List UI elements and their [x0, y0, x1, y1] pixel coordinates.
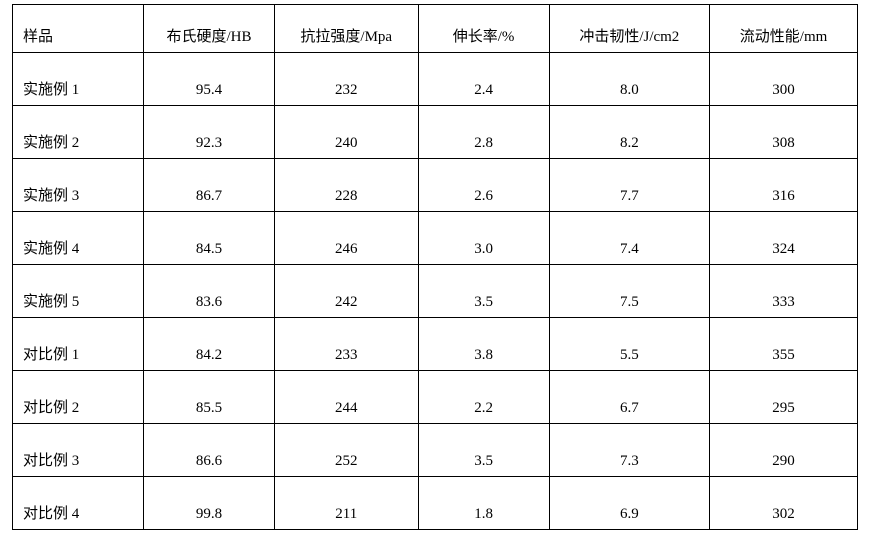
cell-elongation: 3.5: [418, 424, 549, 477]
cell-impact: 6.9: [549, 477, 710, 530]
cell-hardness: 86.7: [143, 159, 274, 212]
cell-sample: 实施例 3: [13, 159, 144, 212]
data-table: 样品 布氏硬度/HB 抗拉强度/Mpa 伸长率/% 冲击韧性/J/cm2 流动性…: [12, 4, 858, 530]
cell-flow: 290: [710, 424, 858, 477]
cell-hardness: 86.6: [143, 424, 274, 477]
cell-tensile: 242: [274, 265, 418, 318]
cell-impact: 8.0: [549, 53, 710, 106]
cell-impact: 8.2: [549, 106, 710, 159]
col-header-sample: 样品: [13, 5, 144, 53]
table-row: 实施例 1 95.4 232 2.4 8.0 300: [13, 53, 858, 106]
cell-impact: 7.4: [549, 212, 710, 265]
table-header: 样品 布氏硬度/HB 抗拉强度/Mpa 伸长率/% 冲击韧性/J/cm2 流动性…: [13, 5, 858, 53]
cell-tensile: 233: [274, 318, 418, 371]
cell-sample: 对比例 2: [13, 371, 144, 424]
cell-flow: 324: [710, 212, 858, 265]
cell-flow: 308: [710, 106, 858, 159]
cell-sample: 对比例 1: [13, 318, 144, 371]
cell-impact: 7.7: [549, 159, 710, 212]
cell-sample: 对比例 4: [13, 477, 144, 530]
cell-tensile: 228: [274, 159, 418, 212]
cell-hardness: 84.2: [143, 318, 274, 371]
col-header-hardness: 布氏硬度/HB: [143, 5, 274, 53]
table-row: 对比例 1 84.2 233 3.8 5.5 355: [13, 318, 858, 371]
cell-elongation: 3.5: [418, 265, 549, 318]
table-row: 对比例 2 85.5 244 2.2 6.7 295: [13, 371, 858, 424]
cell-flow: 355: [710, 318, 858, 371]
table-row: 实施例 3 86.7 228 2.6 7.7 316: [13, 159, 858, 212]
cell-flow: 302: [710, 477, 858, 530]
cell-impact: 7.3: [549, 424, 710, 477]
cell-impact: 6.7: [549, 371, 710, 424]
cell-sample: 实施例 4: [13, 212, 144, 265]
cell-elongation: 1.8: [418, 477, 549, 530]
cell-elongation: 2.6: [418, 159, 549, 212]
cell-elongation: 2.4: [418, 53, 549, 106]
col-header-flow: 流动性能/mm: [710, 5, 858, 53]
cell-impact: 7.5: [549, 265, 710, 318]
cell-flow: 300: [710, 53, 858, 106]
cell-elongation: 2.8: [418, 106, 549, 159]
col-header-impact: 冲击韧性/J/cm2: [549, 5, 710, 53]
cell-hardness: 85.5: [143, 371, 274, 424]
cell-tensile: 240: [274, 106, 418, 159]
cell-sample: 实施例 2: [13, 106, 144, 159]
cell-hardness: 95.4: [143, 53, 274, 106]
cell-flow: 295: [710, 371, 858, 424]
cell-hardness: 84.5: [143, 212, 274, 265]
cell-tensile: 252: [274, 424, 418, 477]
cell-hardness: 83.6: [143, 265, 274, 318]
cell-hardness: 99.8: [143, 477, 274, 530]
cell-elongation: 3.8: [418, 318, 549, 371]
header-row: 样品 布氏硬度/HB 抗拉强度/Mpa 伸长率/% 冲击韧性/J/cm2 流动性…: [13, 5, 858, 53]
table-row: 实施例 2 92.3 240 2.8 8.2 308: [13, 106, 858, 159]
col-header-elongation: 伸长率/%: [418, 5, 549, 53]
cell-sample: 实施例 1: [13, 53, 144, 106]
cell-elongation: 3.0: [418, 212, 549, 265]
cell-sample: 实施例 5: [13, 265, 144, 318]
cell-flow: 316: [710, 159, 858, 212]
table-body: 实施例 1 95.4 232 2.4 8.0 300 实施例 2 92.3 24…: [13, 53, 858, 530]
table-row: 实施例 5 83.6 242 3.5 7.5 333: [13, 265, 858, 318]
cell-hardness: 92.3: [143, 106, 274, 159]
col-header-tensile: 抗拉强度/Mpa: [274, 5, 418, 53]
table-row: 对比例 3 86.6 252 3.5 7.3 290: [13, 424, 858, 477]
cell-flow: 333: [710, 265, 858, 318]
cell-sample: 对比例 3: [13, 424, 144, 477]
cell-tensile: 244: [274, 371, 418, 424]
cell-tensile: 246: [274, 212, 418, 265]
table-row: 对比例 4 99.8 211 1.8 6.9 302: [13, 477, 858, 530]
table-row: 实施例 4 84.5 246 3.0 7.4 324: [13, 212, 858, 265]
cell-impact: 5.5: [549, 318, 710, 371]
cell-tensile: 211: [274, 477, 418, 530]
cell-tensile: 232: [274, 53, 418, 106]
cell-elongation: 2.2: [418, 371, 549, 424]
